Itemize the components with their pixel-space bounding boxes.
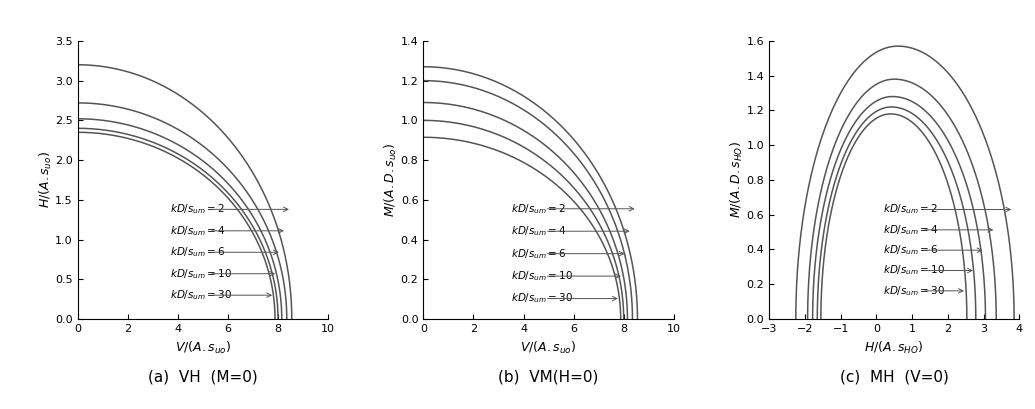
Text: $kD/s_{um}$$=6$: $kD/s_{um}$$=6$ <box>883 243 939 257</box>
Y-axis label: $H/(A.s_{uo})$: $H/(A.s_{uo})$ <box>37 151 54 209</box>
Text: $kD/s_{um}$$=10$: $kD/s_{um}$$=10$ <box>511 269 573 283</box>
Text: $kD/s_{um}$$=2$: $kD/s_{um}$$=2$ <box>883 202 938 216</box>
Text: (b)  VM(H=0): (b) VM(H=0) <box>499 369 598 384</box>
Text: $kD/s_{um}$$=10$: $kD/s_{um}$$=10$ <box>883 264 945 277</box>
Text: $kD/s_{um}$$=4$: $kD/s_{um}$$=4$ <box>883 223 939 237</box>
Text: $kD/s_{um}$$=2$: $kD/s_{um}$$=2$ <box>171 202 226 216</box>
Text: $kD/s_{um}$$=30$: $kD/s_{um}$$=30$ <box>171 288 233 302</box>
Text: (c)  MH  (V=0): (c) MH (V=0) <box>839 369 949 384</box>
Y-axis label: $M/(A.D.s_{uo})$: $M/(A.D.s_{uo})$ <box>383 143 400 217</box>
X-axis label: $V/(A.s_{uo})$: $V/(A.s_{uo})$ <box>521 339 576 355</box>
Text: $kD/s_{um}$$=30$: $kD/s_{um}$$=30$ <box>511 292 573 306</box>
Text: (a)  VH  (M=0): (a) VH (M=0) <box>148 369 258 384</box>
X-axis label: $V/(A.s_{uo})$: $V/(A.s_{uo})$ <box>175 339 231 355</box>
Text: $kD/s_{um}$$=4$: $kD/s_{um}$$=4$ <box>171 224 226 238</box>
Text: $kD/s_{um}$$=6$: $kD/s_{um}$$=6$ <box>511 247 566 261</box>
Y-axis label: $M/(A.D.s_{HO})$: $M/(A.D.s_{HO})$ <box>729 142 745 218</box>
Text: $kD/s_{um}$$=30$: $kD/s_{um}$$=30$ <box>883 284 945 298</box>
Text: $kD/s_{um}$$=6$: $kD/s_{um}$$=6$ <box>171 245 226 259</box>
Text: $kD/s_{um}$$=2$: $kD/s_{um}$$=2$ <box>511 202 566 216</box>
Text: $kD/s_{um}$$=10$: $kD/s_{um}$$=10$ <box>171 267 233 281</box>
Text: $kD/s_{um}$$=4$: $kD/s_{um}$$=4$ <box>511 224 566 238</box>
X-axis label: $H/(A.s_{HO})$: $H/(A.s_{HO})$ <box>864 339 924 355</box>
